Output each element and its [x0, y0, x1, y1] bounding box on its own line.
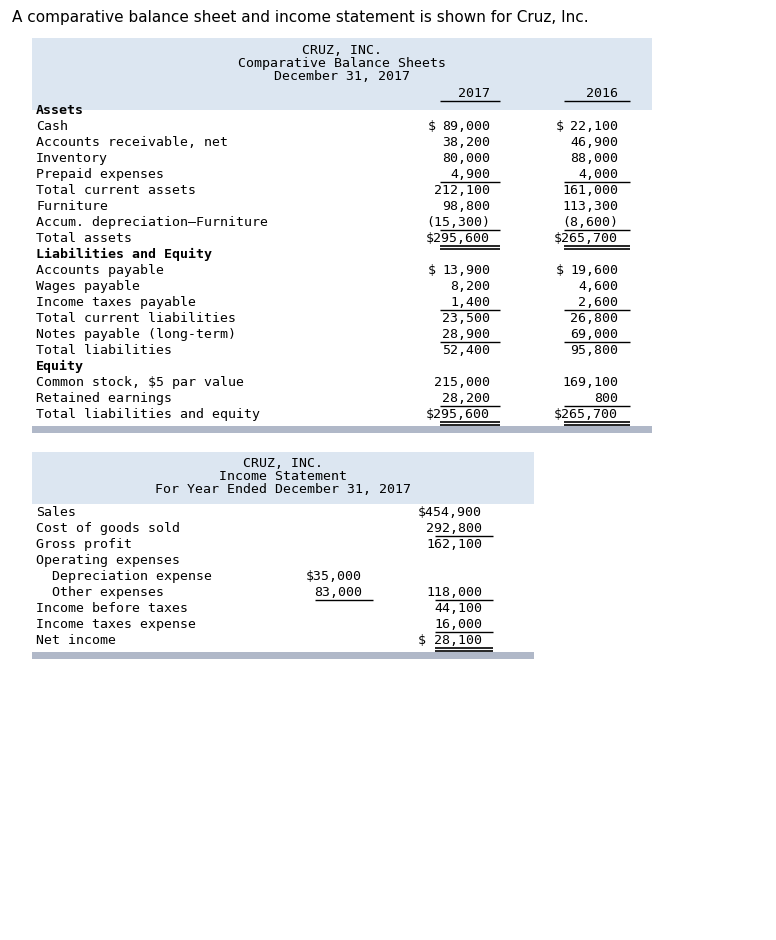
Text: Accounts receivable, net: Accounts receivable, net — [36, 136, 228, 149]
Text: Depreciation expense: Depreciation expense — [36, 570, 212, 583]
Text: Furniture: Furniture — [36, 200, 108, 213]
Text: 1,400: 1,400 — [450, 296, 490, 309]
Text: Net income: Net income — [36, 634, 116, 647]
Text: Inventory: Inventory — [36, 152, 108, 165]
Text: 44,100: 44,100 — [434, 602, 482, 615]
Bar — [32, 38, 652, 110]
Text: Cost of goods sold: Cost of goods sold — [36, 522, 180, 535]
Text: 2,600: 2,600 — [578, 296, 618, 309]
Text: 52,400: 52,400 — [442, 344, 490, 357]
Text: A comparative balance sheet and income statement is shown for Cruz, Inc.: A comparative balance sheet and income s… — [12, 10, 589, 25]
Text: 46,900: 46,900 — [570, 136, 618, 149]
Text: Notes payable (long-term): Notes payable (long-term) — [36, 328, 236, 341]
Text: Gross profit: Gross profit — [36, 538, 132, 551]
Text: 212,100: 212,100 — [434, 184, 490, 197]
Text: Total liabilities and equity: Total liabilities and equity — [36, 408, 260, 421]
Text: Income before taxes: Income before taxes — [36, 602, 188, 615]
Text: CRUZ, INC.: CRUZ, INC. — [243, 457, 323, 470]
Text: 4,000: 4,000 — [578, 168, 618, 181]
Text: 13,900: 13,900 — [442, 264, 490, 277]
Text: 113,300: 113,300 — [562, 200, 618, 213]
Text: $: $ — [428, 264, 436, 277]
Bar — [32, 426, 652, 433]
Text: Income Statement: Income Statement — [219, 470, 347, 483]
Text: Prepaid expenses: Prepaid expenses — [36, 168, 164, 181]
Text: 80,000: 80,000 — [442, 152, 490, 165]
Text: Income taxes payable: Income taxes payable — [36, 296, 196, 309]
Text: 88,000: 88,000 — [570, 152, 618, 165]
Text: $35,000: $35,000 — [306, 570, 362, 583]
Text: Wages payable: Wages payable — [36, 280, 140, 293]
Text: 2017: 2017 — [458, 87, 490, 100]
Text: Cash: Cash — [36, 120, 68, 133]
Text: 69,000: 69,000 — [570, 328, 618, 341]
Text: 16,000: 16,000 — [434, 618, 482, 631]
Text: CRUZ, INC.: CRUZ, INC. — [302, 44, 382, 57]
Text: 89,000: 89,000 — [442, 120, 490, 133]
Text: 23,500: 23,500 — [442, 312, 490, 325]
Text: $: $ — [428, 120, 436, 133]
Text: 95,800: 95,800 — [570, 344, 618, 357]
Text: $295,600: $295,600 — [426, 408, 490, 421]
Text: Sales: Sales — [36, 506, 76, 519]
Text: Comparative Balance Sheets: Comparative Balance Sheets — [238, 57, 446, 70]
Text: 19,600: 19,600 — [570, 264, 618, 277]
Text: Common stock, $5 par value: Common stock, $5 par value — [36, 376, 244, 389]
Text: 292,800: 292,800 — [426, 522, 482, 535]
Text: 118,000: 118,000 — [426, 586, 482, 599]
Text: 98,800: 98,800 — [442, 200, 490, 213]
Text: Retained earnings: Retained earnings — [36, 392, 172, 405]
Text: Equity: Equity — [36, 360, 84, 373]
Text: 215,000: 215,000 — [434, 376, 490, 389]
Text: $ 28,100: $ 28,100 — [418, 634, 482, 647]
Text: 8,200: 8,200 — [450, 280, 490, 293]
Text: 22,100: 22,100 — [570, 120, 618, 133]
Text: 4,600: 4,600 — [578, 280, 618, 293]
Text: (8,600): (8,600) — [562, 216, 618, 229]
Text: 800: 800 — [594, 392, 618, 405]
Text: Assets: Assets — [36, 104, 84, 117]
Text: Total current liabilities: Total current liabilities — [36, 312, 236, 325]
Text: 38,200: 38,200 — [442, 136, 490, 149]
Text: For Year Ended December 31, 2017: For Year Ended December 31, 2017 — [155, 483, 411, 496]
Text: Total liabilities: Total liabilities — [36, 344, 172, 357]
Text: 28,200: 28,200 — [442, 392, 490, 405]
Text: 2016: 2016 — [586, 87, 618, 100]
Text: $: $ — [556, 264, 564, 277]
Text: Other expenses: Other expenses — [36, 586, 164, 599]
Text: Operating expenses: Operating expenses — [36, 554, 180, 567]
Text: December 31, 2017: December 31, 2017 — [274, 70, 410, 83]
Text: 4,900: 4,900 — [450, 168, 490, 181]
Text: $265,700: $265,700 — [554, 408, 618, 421]
Text: Total current assets: Total current assets — [36, 184, 196, 197]
Bar — [32, 452, 534, 504]
Text: 169,100: 169,100 — [562, 376, 618, 389]
Text: 162,100: 162,100 — [426, 538, 482, 551]
Text: Income taxes expense: Income taxes expense — [36, 618, 196, 631]
Text: (15,300): (15,300) — [426, 216, 490, 229]
Text: Total assets: Total assets — [36, 232, 132, 245]
Text: $: $ — [556, 120, 564, 133]
Text: 28,900: 28,900 — [442, 328, 490, 341]
Bar — [32, 652, 534, 659]
Text: $295,600: $295,600 — [426, 232, 490, 245]
Text: $454,900: $454,900 — [418, 506, 482, 519]
Text: 83,000: 83,000 — [314, 586, 362, 599]
Text: Accum. depreciation–Furniture: Accum. depreciation–Furniture — [36, 216, 268, 229]
Text: 161,000: 161,000 — [562, 184, 618, 197]
Text: Accounts payable: Accounts payable — [36, 264, 164, 277]
Text: $265,700: $265,700 — [554, 232, 618, 245]
Text: 26,800: 26,800 — [570, 312, 618, 325]
Text: Liabilities and Equity: Liabilities and Equity — [36, 248, 212, 261]
